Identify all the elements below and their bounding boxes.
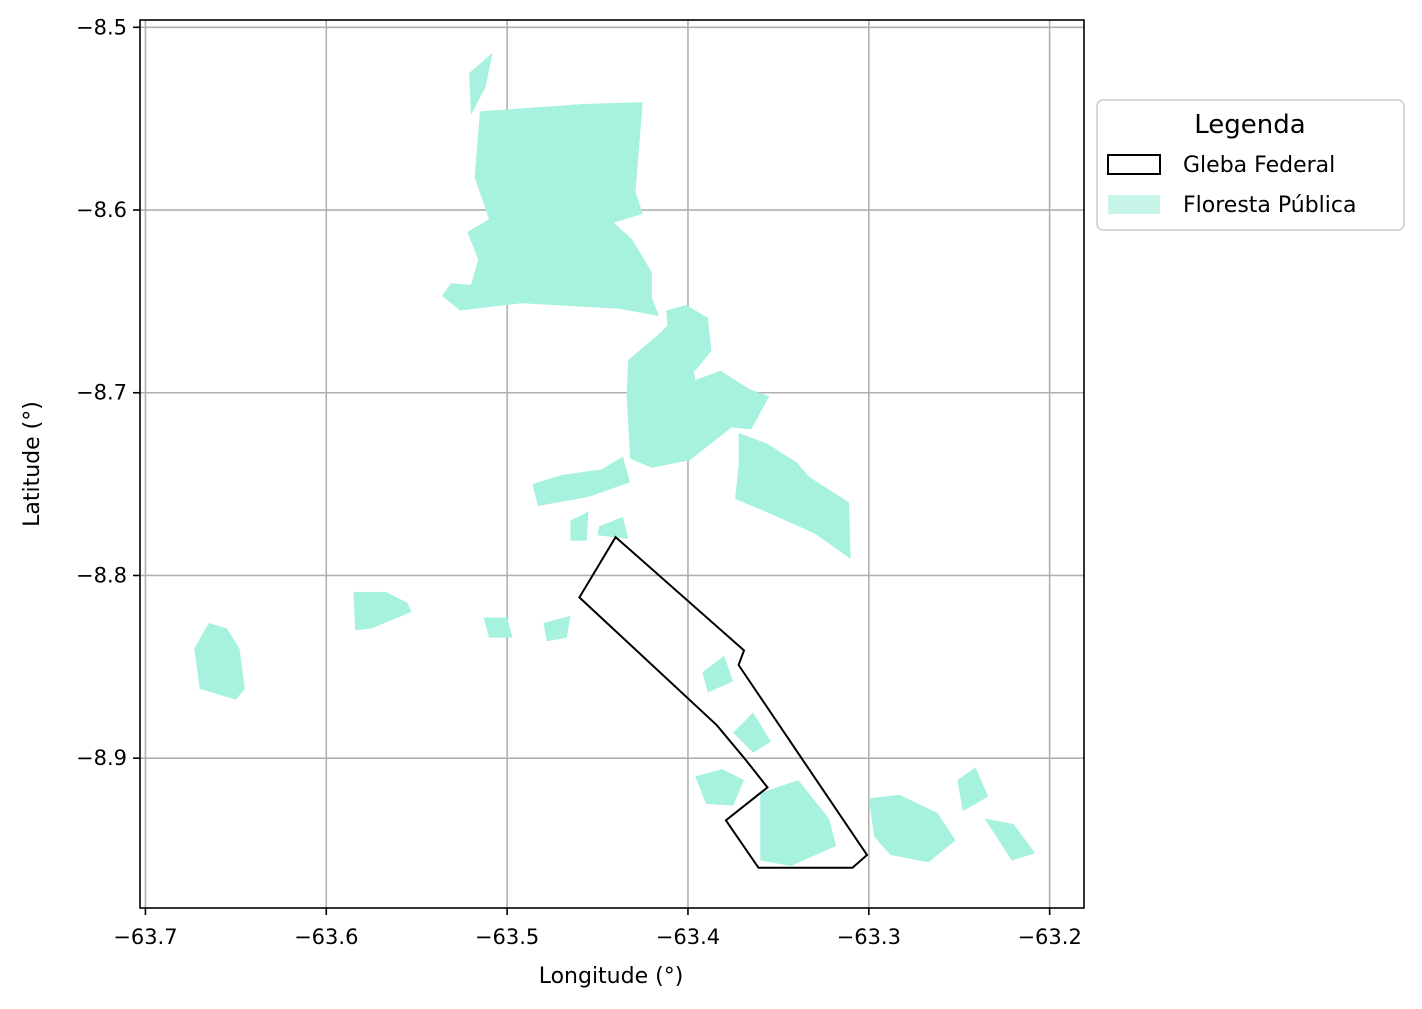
forest-patch-south-center-1 xyxy=(597,517,629,539)
forest-patch-upper-center xyxy=(666,305,712,371)
forest-patch-central-block xyxy=(626,305,770,468)
forest-patch-east-cluster-3 xyxy=(984,818,1036,861)
y-tick-label-0: −8.5 xyxy=(76,15,127,39)
forest-patch-gleba-patch-2 xyxy=(733,712,772,753)
forest-patch-east-cluster-2 xyxy=(957,767,989,812)
forest-patch-left-strip xyxy=(532,456,631,506)
forest-patch-west-block-2 xyxy=(353,591,412,631)
x-tick-label-0: −63.7 xyxy=(113,925,177,949)
x-axis-ticks: −63.7 −63.6 −63.5 −63.4 −63.3 −63.2 xyxy=(113,908,1082,949)
legend-swatch-floresta-publica xyxy=(1108,195,1160,214)
forest-patch-east-triangle xyxy=(735,432,851,559)
forest-patch-gleba-patch-1 xyxy=(702,655,734,693)
forest-patch-west-block-1 xyxy=(194,623,245,700)
floresta-publica-layer xyxy=(194,52,1036,866)
legend-label-gleba-federal: Gleba Federal xyxy=(1183,153,1335,178)
legend-frame xyxy=(1096,99,1405,231)
x-tick-label-1: −63.6 xyxy=(294,925,358,949)
x-tick-label-4: −63.3 xyxy=(837,925,901,949)
forest-patch-east-cluster-1 xyxy=(868,794,956,863)
x-tick-label-2: −63.5 xyxy=(475,925,539,949)
y-axis-label: Latitude (°) xyxy=(20,401,45,527)
gleba-federal-polygon xyxy=(578,535,869,869)
x-tick-label-5: −63.2 xyxy=(1017,925,1081,949)
x-axis-label: Longitude (°) xyxy=(539,964,684,989)
y-tick-label-4: −8.9 xyxy=(76,746,127,770)
forest-patch-gleba-patch-4 xyxy=(695,769,744,806)
forest-patch-south-center-2 xyxy=(570,511,589,541)
x-tick-label-3: −63.4 xyxy=(656,925,720,949)
forest-patch-west-block-4 xyxy=(543,615,571,642)
forest-patch-west-block-3 xyxy=(483,617,513,638)
legend: Legenda Gleba Federal Floresta Pública xyxy=(1096,99,1405,231)
legend-label-floresta-publica: Floresta Pública xyxy=(1183,193,1356,218)
y-tick-label-3: −8.8 xyxy=(76,563,127,587)
forest-patch-north-ribbon xyxy=(442,102,659,316)
y-axis-ticks: −8.5 −8.6 −8.7 −8.8 −8.9 xyxy=(76,15,140,770)
forest-patch-north-sliver xyxy=(469,52,493,115)
y-tick-label-2: −8.7 xyxy=(76,381,127,405)
forest-patch-gleba-patch-3 xyxy=(760,780,837,866)
plot-frame xyxy=(139,19,1085,909)
y-tick-label-1: −8.6 xyxy=(76,198,127,222)
legend-swatch-gleba-federal xyxy=(1107,154,1161,175)
legend-title: Legenda xyxy=(1194,110,1305,140)
grid-horizontal-lines xyxy=(140,26,1084,759)
